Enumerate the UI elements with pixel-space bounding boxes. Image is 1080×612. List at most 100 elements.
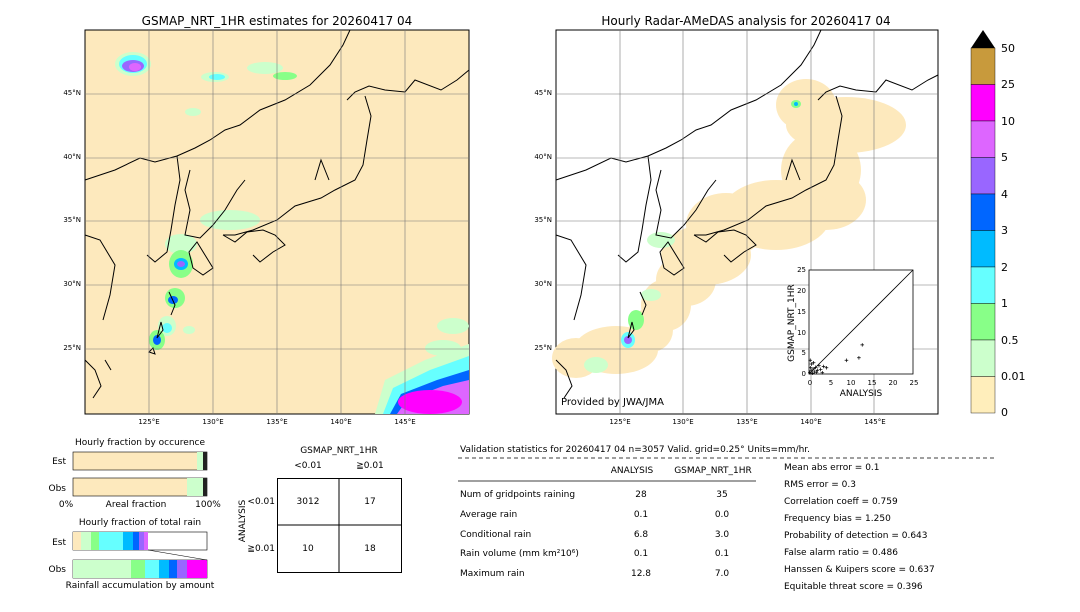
colorbar-segment [970, 303, 996, 341]
left-lat-label: 30°N [63, 280, 81, 288]
left-lon-label: 125°E [138, 418, 160, 426]
contingency-col-label: <0.01 [294, 461, 322, 471]
left-lat-label: 35°N [63, 216, 81, 224]
scatter-inset [808, 269, 914, 375]
scatter-point [808, 358, 813, 363]
contingency-col-label: ≧0.01 [356, 461, 384, 471]
scatter-x-tick: 0 [807, 379, 813, 387]
contingency-row-label: <0.01 [247, 497, 275, 507]
right-lat-label: 30°N [534, 280, 552, 288]
scatter-point [860, 343, 865, 347]
contingency-grid [277, 478, 402, 573]
scatter-point [813, 365, 818, 370]
occurrence-row-label: Est [52, 457, 66, 467]
validation-gsmap-value: 3.0 [714, 530, 730, 540]
validation-analysis-value: 0.1 [633, 510, 649, 520]
colorbar [970, 30, 996, 414]
validation-analysis-value: 0.1 [633, 549, 649, 559]
scatter-y-tick: 5 [801, 349, 806, 357]
scatter-point [821, 364, 826, 369]
scatter-point [818, 367, 823, 372]
score-line: False alarm ratio = 0.486 [784, 548, 898, 558]
scatter-x-label: ANALYSIS [839, 389, 883, 399]
validation-row-label: Conditional rain [460, 530, 532, 540]
validation-underline [458, 480, 756, 482]
validation-row-label: Rain volume (mm km²10⁶) [460, 549, 579, 559]
right-lat-label: 40°N [534, 153, 552, 161]
colorbar-segment [970, 47, 996, 85]
scatter-y-tick: 0 [801, 370, 806, 378]
colorbar-segment [970, 266, 996, 304]
colorbar-segment [970, 84, 996, 122]
validation-analysis-value: 12.8 [630, 569, 652, 579]
occurrence-axis-right: 100% [195, 500, 221, 510]
occurrence-axis-left: 0% [58, 500, 74, 510]
validation-analysis-value: 28 [635, 490, 647, 500]
score-line: Equitable threat score = 0.396 [784, 582, 923, 592]
left-lat-label: 25°N [63, 344, 81, 352]
validation-gsmap-value: 0.1 [714, 549, 730, 559]
left-map-title: GSMAP_NRT_1HR estimates for 20260417 04 [141, 14, 413, 28]
scatter-x-tick: 5 [828, 379, 834, 387]
colorbar-segment [970, 339, 996, 377]
score-line: RMS error = 0.3 [784, 480, 856, 490]
contingency-cell: 3012 [296, 497, 320, 507]
validation-gsmap-value: 0.0 [714, 510, 730, 520]
right-map-title: Hourly Radar-AMeDAS analysis for 2026041… [601, 14, 891, 28]
left-lat-label: 40°N [63, 153, 81, 161]
right-gridlines [556, 30, 938, 414]
scatter-point [809, 368, 813, 373]
score-line: Hanssen & Kuipers score = 0.637 [784, 565, 935, 575]
colorbar-label: 2 [1001, 261, 1008, 274]
validation-header: Validation statistics for 20260417 04 n=… [460, 445, 811, 455]
score-line: Frequency bias = 1.250 [784, 514, 891, 524]
validation-gsmap-value: 35 [716, 490, 728, 500]
scatter-x-tick: 10 [846, 379, 856, 387]
scatter-x-tick: 25 [909, 379, 919, 387]
left-coastlines [84, 29, 470, 399]
scatter-point [808, 365, 813, 370]
left-lon-label: 145°E [394, 418, 416, 426]
scatter-point [814, 370, 819, 375]
colorbar-label: 0.01 [1001, 370, 1026, 383]
right-lat-label: 35°N [534, 216, 552, 224]
scatter-x-tick: 20 [888, 379, 898, 387]
total-rain-row-label: Est [52, 538, 66, 548]
scatter-point [857, 355, 861, 360]
total-rain-row-label: Obs [48, 565, 67, 575]
validation-dashed-line [458, 457, 996, 459]
colorbar-label: 25 [1001, 78, 1015, 91]
colorbar-segment [970, 376, 996, 414]
colorbar-label: 0 [1001, 406, 1008, 419]
scatter-y-label: GSMAP_NRT_1HR [787, 284, 797, 362]
contingency-cell: 18 [364, 544, 376, 554]
left-rain-patches [115, 52, 469, 414]
scatter-y-tick: 25 [797, 266, 806, 274]
contingency-cell: 17 [364, 497, 376, 507]
colorbar-label: 1 [1001, 297, 1008, 310]
scatter-point [824, 365, 829, 370]
scatter-point [808, 370, 812, 375]
colorbar-extend-arrow [971, 30, 995, 48]
left-map [84, 29, 470, 415]
scatter-point [844, 358, 849, 363]
right-lon-label: 130°E [672, 418, 694, 426]
validation-gsmap-value: 7.0 [714, 569, 730, 579]
scatter-y-tick: 15 [797, 308, 806, 316]
scatter-point [811, 367, 815, 371]
left-lat-label: 45°N [63, 89, 81, 97]
colorbar-label: 5 [1001, 151, 1008, 164]
occurrence-row-label: Obs [48, 484, 67, 494]
right-rain-patches [584, 100, 801, 373]
right-coastlines [555, 29, 939, 399]
scatter-point [815, 368, 820, 373]
scatter-point [820, 370, 825, 375]
validation-col-header: GSMAP_NRT_1HR [674, 466, 752, 476]
contingency-title: GSMAP_NRT_1HR [300, 446, 378, 456]
score-line: Mean abs error = 0.1 [784, 463, 880, 473]
validation-row-label: Num of gridpoints raining [460, 490, 576, 500]
right-lon-label: 135°E [736, 418, 758, 426]
colorbar-segment [970, 120, 996, 158]
occurrence-title: Hourly fraction by occurence [74, 438, 206, 448]
right-lon-label: 145°E [864, 418, 886, 426]
